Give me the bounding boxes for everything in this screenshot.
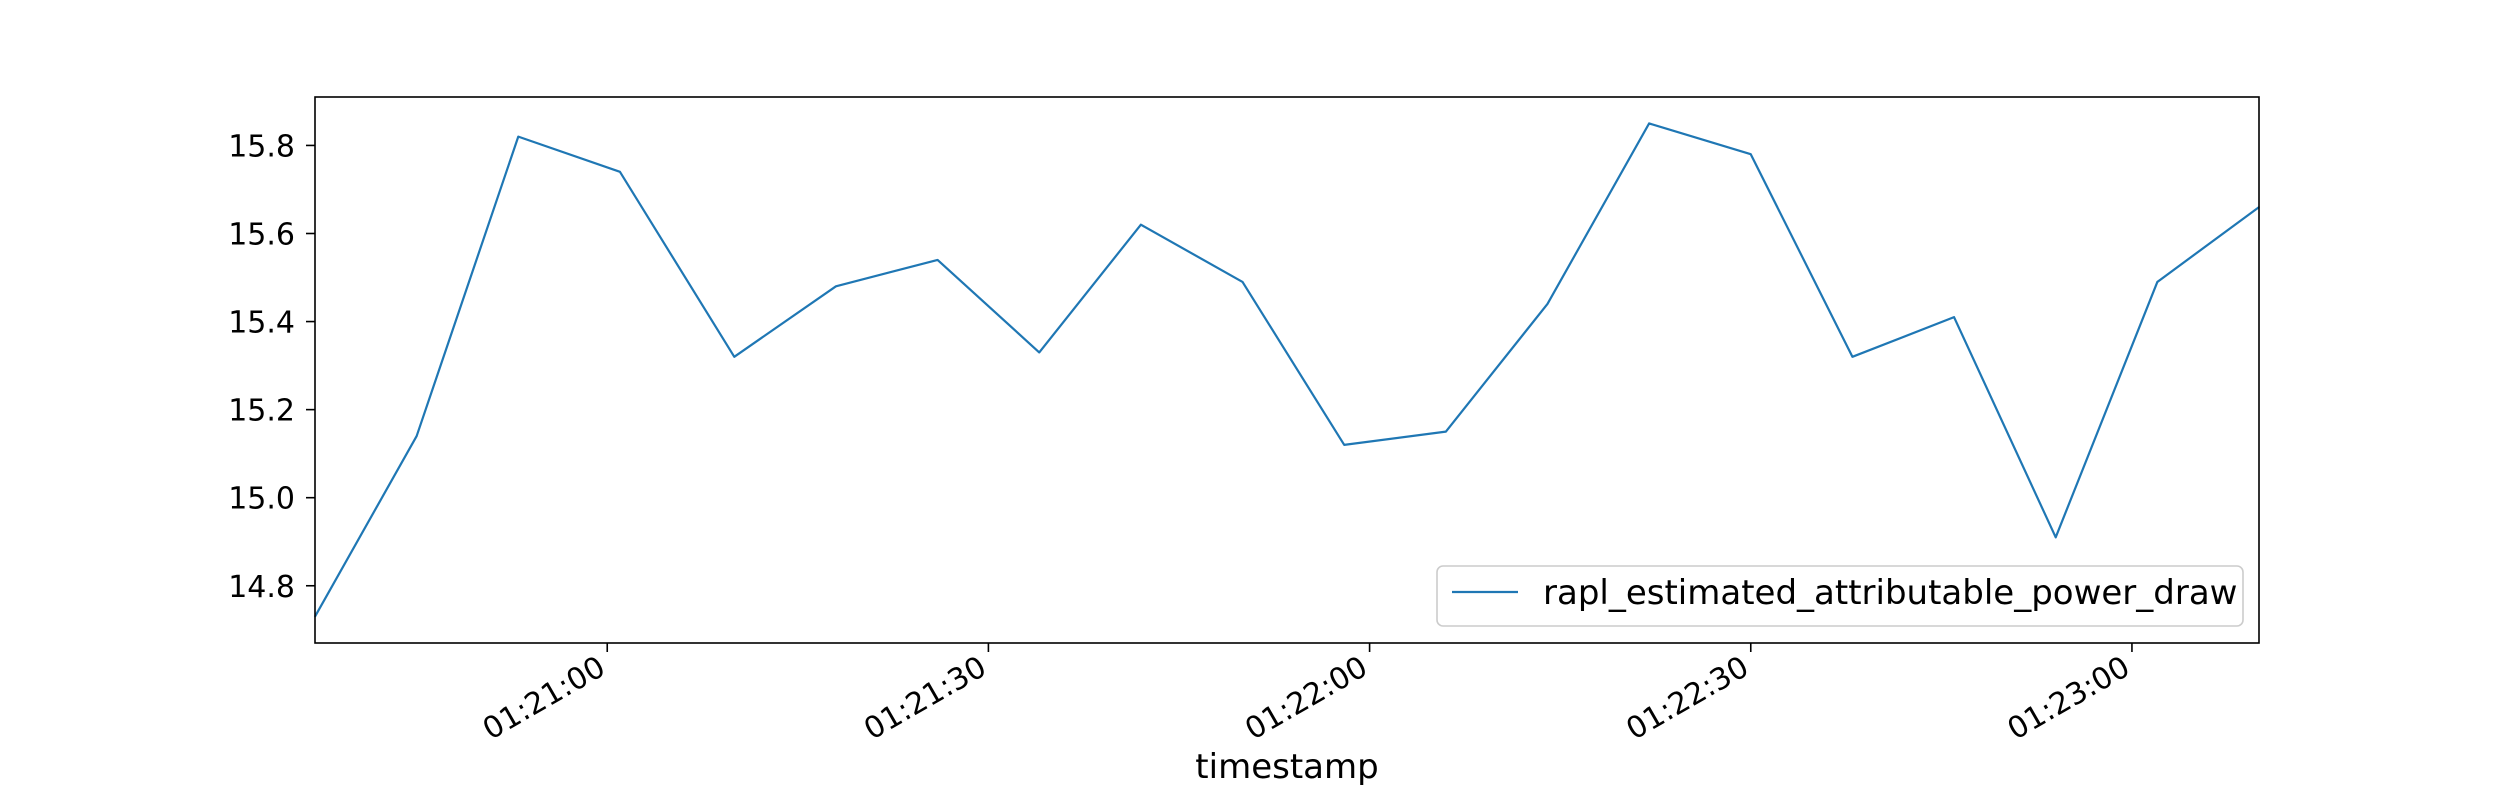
y-tick-label: 15.6 xyxy=(228,218,295,253)
series-line xyxy=(314,122,2260,618)
plot-frame xyxy=(314,96,2260,644)
data-point xyxy=(1445,430,1447,433)
data-point xyxy=(936,259,939,261)
x-axis-title: timestamp xyxy=(1195,747,1378,787)
data-point xyxy=(415,435,418,437)
x-tick-label: 01:21:00 xyxy=(477,650,611,748)
x-tick-label: 01:22:30 xyxy=(1621,650,1755,748)
y-tick-label: 15.4 xyxy=(228,306,295,341)
data-point xyxy=(835,285,837,288)
data-point xyxy=(2054,536,2057,539)
legend-box xyxy=(1436,565,2244,627)
x-tick-label: 01:23:00 xyxy=(2002,650,2136,748)
data-point xyxy=(1038,351,1041,354)
data-point xyxy=(1140,223,1142,226)
y-tick-label: 15.0 xyxy=(228,482,295,517)
data-point xyxy=(1546,303,1549,305)
data-point xyxy=(1851,355,1854,358)
x-tick-label: 01:21:30 xyxy=(858,650,992,748)
data-point xyxy=(1953,316,1955,318)
x-tick-label: 01:22:00 xyxy=(1239,650,1373,748)
data-point xyxy=(1343,444,1345,446)
y-tick-label: 14.8 xyxy=(228,570,295,605)
y-axis-ticks: 14.8 15.0 15.2 15.4 15.6 15.8 xyxy=(228,129,315,605)
data-point xyxy=(517,135,520,138)
data-point xyxy=(619,171,621,173)
y-tick-label: 15.8 xyxy=(228,129,295,164)
y-tick-label: 15.2 xyxy=(228,394,295,429)
plot-area xyxy=(315,97,2259,643)
legend: rapl_estimated_attributable_power_draw xyxy=(1436,565,2244,627)
data-point xyxy=(733,355,736,358)
data-point xyxy=(1749,153,1752,156)
legend-label: rapl_estimated_attributable_power_draw xyxy=(1543,573,2238,613)
x-axis-ticks: 01:21:00 01:21:30 01:22:00 01:22:30 01:23:00 xyxy=(477,643,2136,747)
data-point xyxy=(2156,281,2159,283)
data-point xyxy=(1241,281,1244,283)
data-point xyxy=(1648,122,1650,125)
